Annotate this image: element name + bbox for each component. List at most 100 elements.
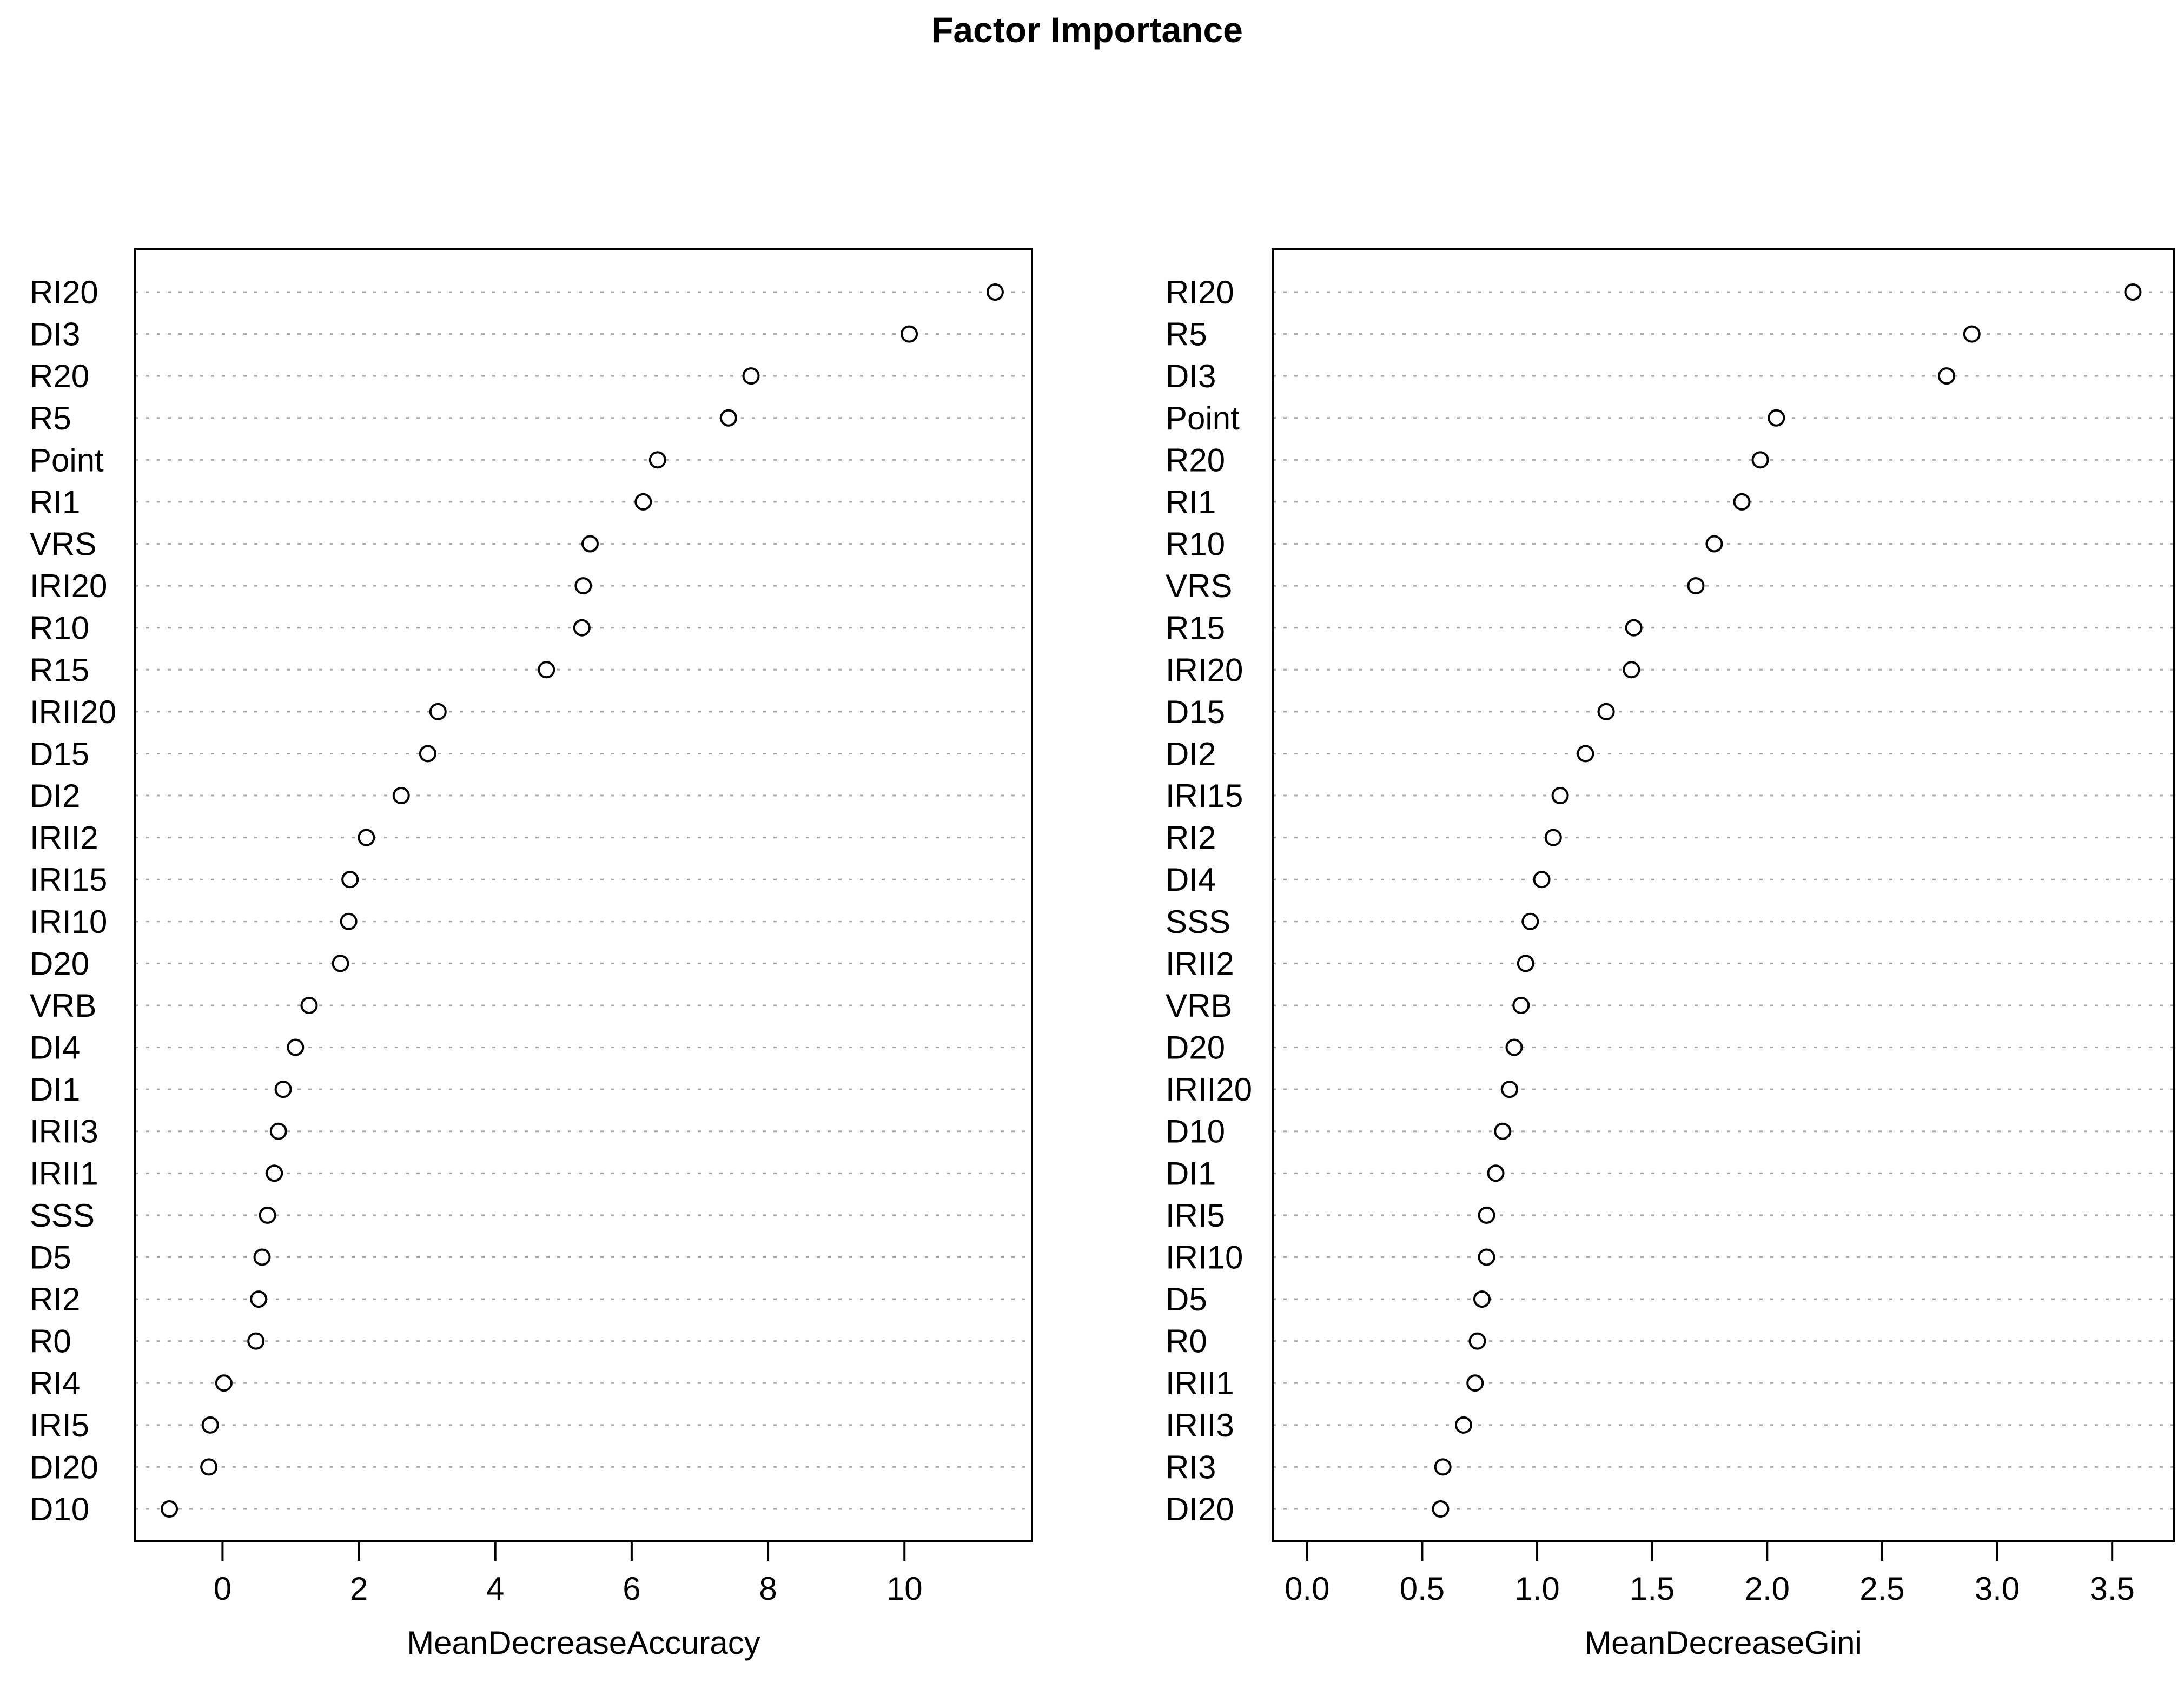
row-label: SSS <box>30 1197 95 1234</box>
data-point <box>1963 325 1981 343</box>
data-point <box>986 283 1004 301</box>
data-point <box>573 619 591 637</box>
x-tick-label: 10 <box>886 1571 923 1607</box>
data-point <box>287 1038 305 1056</box>
x-tick-label: 1.0 <box>1514 1571 1559 1607</box>
data-point <box>1473 1290 1491 1308</box>
row-label: IRII2 <box>1166 945 1234 982</box>
data-point <box>1687 577 1705 595</box>
row-label: R0 <box>1166 1323 1207 1360</box>
row-label: DI1 <box>30 1071 80 1108</box>
row-label: IRII20 <box>30 694 116 730</box>
row-label: RI4 <box>30 1365 80 1401</box>
data-point <box>742 367 760 385</box>
row-label: R10 <box>1166 526 1225 562</box>
data-point <box>1517 955 1534 972</box>
x-tick-label: 8 <box>759 1571 777 1607</box>
row-label: VRB <box>30 988 96 1024</box>
x-tick-label: 1.5 <box>1630 1571 1675 1607</box>
x-tick-label: 2 <box>350 1571 368 1607</box>
data-point <box>901 325 918 343</box>
chart-title: Factor Importance <box>931 10 1243 50</box>
row-label: VRB <box>1166 988 1232 1024</box>
data-point <box>1597 703 1615 720</box>
row-label: D15 <box>1166 694 1225 730</box>
data-point <box>392 787 410 805</box>
row-label: RI3 <box>1166 1449 1216 1485</box>
data-point <box>1623 661 1640 679</box>
row-label: IRI15 <box>1166 778 1243 814</box>
data-point <box>250 1290 268 1308</box>
row-label: DI4 <box>1166 862 1216 898</box>
row-label: RI2 <box>1166 820 1216 856</box>
data-point <box>259 1206 276 1224</box>
row-label: R5 <box>1166 316 1207 353</box>
row-label: R10 <box>30 610 89 646</box>
data-point <box>215 1374 233 1392</box>
data-point <box>358 829 375 846</box>
data-point <box>1487 1164 1505 1182</box>
data-point <box>1512 996 1530 1014</box>
xaxis-title-gini: MeanDecreaseGini <box>1584 1625 1862 1661</box>
row-label: IRI5 <box>30 1407 89 1443</box>
row-label: IRII1 <box>30 1155 98 1191</box>
data-point <box>247 1332 265 1350</box>
x-tick-label: 2.0 <box>1745 1571 1790 1607</box>
row-label: D20 <box>30 945 89 982</box>
xaxis-title-accuracy: MeanDecreaseAccuracy <box>407 1625 760 1661</box>
row-label: D10 <box>1166 1114 1225 1150</box>
row-label: SSS <box>1166 904 1230 940</box>
data-point <box>719 409 737 427</box>
data-point <box>1751 451 1769 469</box>
x-tick-label: 2.5 <box>1859 1571 1904 1607</box>
data-point <box>332 955 349 972</box>
data-point <box>201 1416 219 1434</box>
data-point <box>1705 535 1723 553</box>
data-point <box>1494 1122 1512 1140</box>
row-label: RI1 <box>30 484 80 520</box>
x-tick-label: 0.0 <box>1285 1571 1329 1607</box>
data-point <box>1501 1081 1519 1098</box>
data-point <box>2124 283 2142 301</box>
row-label: RI20 <box>1166 274 1234 310</box>
x-tick-label: 6 <box>623 1571 640 1607</box>
data-point <box>1521 912 1539 930</box>
row-label: VRS <box>30 526 96 562</box>
data-point <box>1454 1416 1472 1434</box>
row-label: D5 <box>30 1239 71 1275</box>
row-label: DI20 <box>1166 1491 1234 1527</box>
row-label: IRII3 <box>1166 1407 1234 1443</box>
plot-box <box>1272 248 2175 1542</box>
data-point <box>266 1164 283 1182</box>
row-label: R0 <box>30 1323 71 1360</box>
row-label: IRI10 <box>30 904 107 940</box>
data-point <box>200 1458 218 1476</box>
row-label: RI20 <box>30 274 98 310</box>
row-label: R20 <box>1166 442 1225 478</box>
data-point <box>419 745 436 763</box>
row-label: VRS <box>1166 568 1232 604</box>
row-label: DI20 <box>30 1449 98 1485</box>
x-tick-label: 3.5 <box>2089 1571 2134 1607</box>
x-tick-label: 0 <box>214 1571 231 1607</box>
row-label: Point <box>30 442 104 478</box>
data-point <box>429 703 447 720</box>
data-point <box>1768 409 1785 427</box>
data-point <box>269 1122 287 1140</box>
row-label: R20 <box>30 358 89 394</box>
row-label: DI4 <box>30 1030 80 1066</box>
row-label: Point <box>1166 400 1240 436</box>
row-label: RI2 <box>30 1281 80 1317</box>
data-point <box>1478 1248 1495 1266</box>
data-point <box>648 451 666 469</box>
data-point <box>1466 1374 1484 1392</box>
row-label: D15 <box>30 736 89 772</box>
data-point <box>1505 1038 1523 1056</box>
row-label: IRI15 <box>30 862 107 898</box>
data-point <box>1533 871 1551 889</box>
row-label: D20 <box>1166 1030 1225 1066</box>
row-label: RI1 <box>1166 484 1216 520</box>
